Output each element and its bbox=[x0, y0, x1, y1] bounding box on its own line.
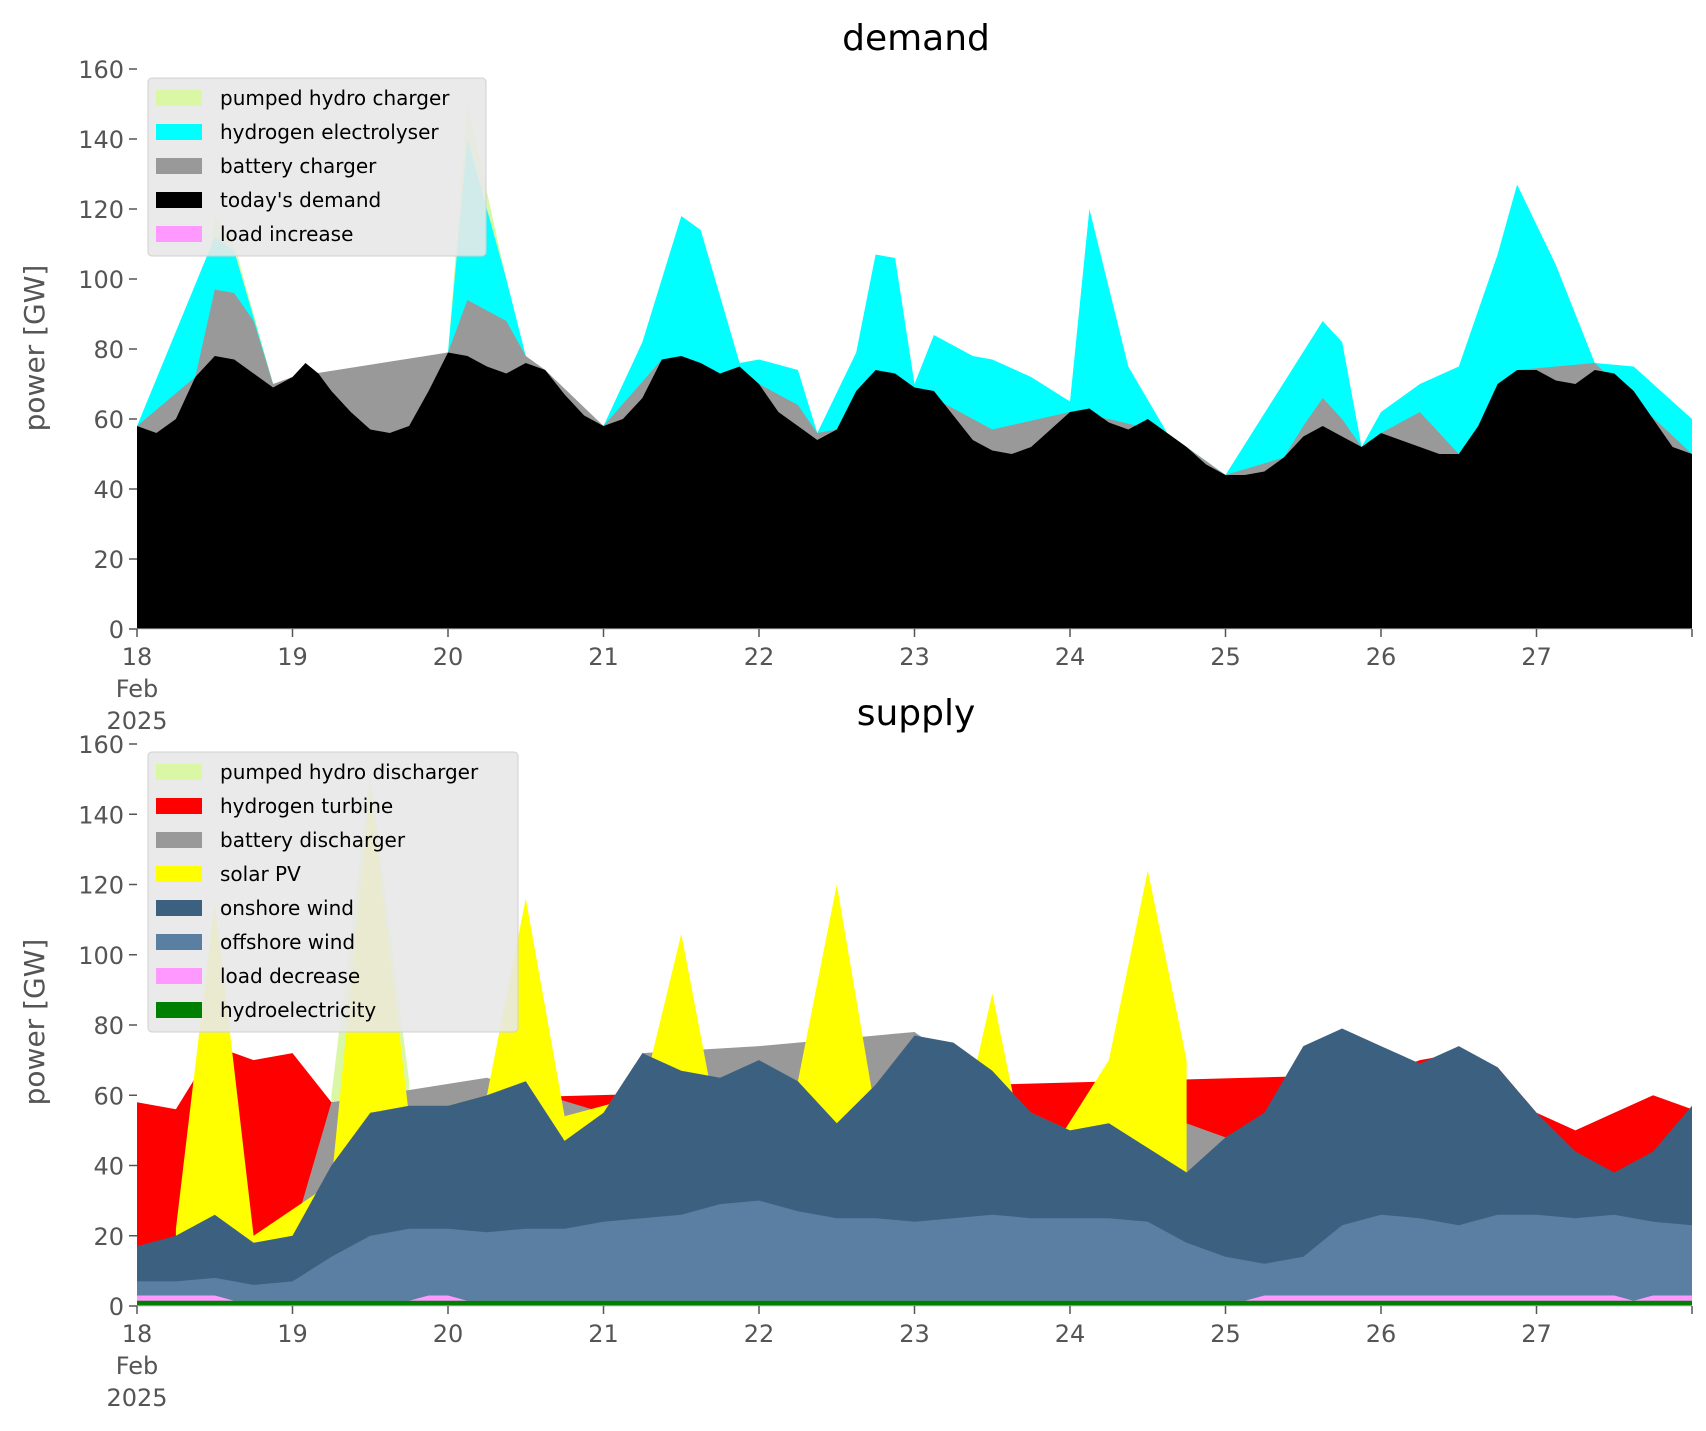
supply-legend-swatch-pumped-hydro-discharger bbox=[156, 764, 202, 780]
demand-legend-label-today-s-demand: today's demand bbox=[220, 188, 381, 212]
supply-x-tick-label: 23 bbox=[899, 1320, 930, 1348]
supply-x-tick-label: 24 bbox=[1055, 1320, 1086, 1348]
supply-area-hydroelectricity bbox=[137, 1300, 1692, 1306]
demand-y-tick-label: 160 bbox=[78, 56, 124, 84]
supply-y-tick-label: 40 bbox=[93, 1153, 124, 1181]
supply-x-tick-sublabel: Feb bbox=[116, 1352, 159, 1380]
supply-legend-label-load-decrease: load decrease bbox=[220, 964, 360, 988]
supply-x-tick-label: 25 bbox=[1210, 1320, 1241, 1348]
supply-legend-swatch-hydroelectricity bbox=[156, 1002, 202, 1018]
demand-x-tick-label: 18 bbox=[122, 643, 153, 671]
demand-y-tick-label: 80 bbox=[93, 336, 124, 364]
supply-legend-swatch-solar-pv bbox=[156, 866, 202, 882]
demand-legend-swatch-pumped-hydro-charger bbox=[156, 90, 202, 106]
demand-legend-box bbox=[147, 77, 487, 257]
supply-y-tick-label: 80 bbox=[93, 1012, 124, 1040]
demand-legend-label-battery-charger: battery charger bbox=[220, 154, 377, 178]
demand-x-tick-label: 20 bbox=[433, 643, 464, 671]
supply-legend-label-battery-discharger: battery discharger bbox=[220, 828, 406, 852]
supply-legend-box bbox=[147, 751, 519, 1033]
demand-x-tick-label: 25 bbox=[1210, 643, 1241, 671]
demand-y-tick-label: 40 bbox=[93, 476, 124, 504]
supply-y-tick-label: 140 bbox=[78, 801, 124, 829]
demand-legend: pumped hydro charger hydrogen electrolyse… bbox=[147, 77, 487, 257]
demand-legend-label-pumped-hydro-charger: pumped hydro charger bbox=[220, 86, 450, 110]
demand-y-tick-label: 140 bbox=[78, 126, 124, 154]
supply-legend-label-solar-pv: solar PV bbox=[220, 862, 301, 886]
supply-y-tick-label: 160 bbox=[78, 731, 124, 759]
demand-y-tick-label: 60 bbox=[93, 406, 124, 434]
supply-y-tick-label: 0 bbox=[109, 1293, 124, 1321]
demand-areas bbox=[137, 104, 1692, 629]
demand-legend-swatch-hydrogen-electrolyser bbox=[156, 124, 202, 140]
supply-y-tick-label: 60 bbox=[93, 1082, 124, 1110]
demand-legend-swatch-today-s-demand bbox=[156, 192, 202, 208]
demand-x-tick-sublabel: 2025 bbox=[106, 707, 167, 735]
supply-chart: 0 20 40 60 80 100 120 140 160 18 Feb 2025 19 20 21 22 23… bbox=[18, 693, 1693, 1412]
demand-legend-swatch-battery-charger bbox=[156, 158, 202, 174]
supply-x-tick-label: 20 bbox=[433, 1320, 464, 1348]
supply-legend-swatch-onshore-wind bbox=[156, 900, 202, 916]
supply-area-offshore-wind bbox=[137, 1200, 1692, 1306]
demand-x-tick-label: 27 bbox=[1521, 643, 1552, 671]
supply-y-tick-label: 120 bbox=[78, 872, 124, 900]
demand-chart-title: demand bbox=[842, 18, 990, 59]
demand-legend-label-load-increase: load increase bbox=[220, 222, 353, 246]
demand-y-tick-label: 120 bbox=[78, 196, 124, 224]
demand-axes: 0 20 40 60 80 100 120 140 160 18 Feb 2025 19 20 21 22 23… bbox=[78, 56, 1693, 735]
supply-chart-title: supply bbox=[857, 693, 976, 734]
demand-y-axis-label: power [GW] bbox=[18, 265, 51, 432]
demand-x-tick-label: 21 bbox=[588, 643, 619, 671]
supply-y-tick-label: 100 bbox=[78, 942, 124, 970]
demand-y-tick-label: 100 bbox=[78, 266, 124, 294]
demand-chart: 0 20 40 60 80 100 120 140 160 18 Feb 2025 19 20 21 22 23… bbox=[18, 18, 1693, 735]
demand-legend-swatch-load-increase bbox=[156, 226, 202, 242]
demand-x-tick-label: 19 bbox=[277, 643, 308, 671]
supply-legend-label-offshore-wind: offshore wind bbox=[220, 930, 355, 954]
supply-axes: 0 20 40 60 80 100 120 140 160 18 Feb 2025 19 20 21 22 23… bbox=[78, 731, 1693, 1412]
demand-x-tick-label: 23 bbox=[899, 643, 930, 671]
supply-legend-label-onshore-wind: onshore wind bbox=[220, 896, 354, 920]
supply-x-tick-label: 19 bbox=[277, 1320, 308, 1348]
demand-x-tick-sublabel: Feb bbox=[116, 675, 159, 703]
supply-legend-label-hydroelectricity: hydroelectricity bbox=[220, 998, 376, 1022]
supply-x-tick-label: 21 bbox=[588, 1320, 619, 1348]
supply-legend-swatch-battery-discharger bbox=[156, 832, 202, 848]
supply-x-tick-label: 26 bbox=[1366, 1320, 1397, 1348]
demand-x-tick-label: 24 bbox=[1055, 643, 1086, 671]
supply-legend-swatch-load-decrease bbox=[156, 968, 202, 984]
supply-x-tick-label: 22 bbox=[744, 1320, 775, 1348]
demand-area-today-s-demand bbox=[137, 352, 1692, 629]
supply-x-tick-label: 27 bbox=[1521, 1320, 1552, 1348]
supply-x-tick-label: 18 bbox=[122, 1320, 153, 1348]
supply-areas bbox=[137, 772, 1692, 1306]
supply-x-tick-sublabel: 2025 bbox=[106, 1384, 167, 1412]
supply-legend-label-pumped-hydro-discharger: pumped hydro discharger bbox=[220, 760, 479, 784]
demand-legend-label-hydrogen-electrolyser: hydrogen electrolyser bbox=[220, 120, 439, 144]
demand-y-tick-label: 0 bbox=[109, 616, 124, 644]
demand-x-tick-label: 22 bbox=[744, 643, 775, 671]
supply-y-tick-label: 20 bbox=[93, 1223, 124, 1251]
supply-legend: pumped hydro discharger hydrogen turbine b… bbox=[147, 751, 519, 1033]
demand-y-tick-label: 20 bbox=[93, 546, 124, 574]
supply-y-axis-label: power [GW] bbox=[18, 939, 51, 1106]
supply-legend-label-hydrogen-turbine: hydrogen turbine bbox=[220, 794, 393, 818]
demand-x-tick-label: 26 bbox=[1366, 643, 1397, 671]
supply-legend-swatch-offshore-wind bbox=[156, 934, 202, 950]
supply-legend-swatch-hydrogen-turbine bbox=[156, 798, 202, 814]
